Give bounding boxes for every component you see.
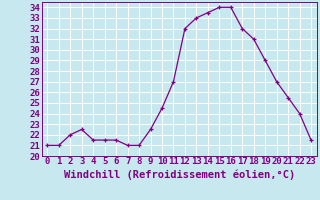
X-axis label: Windchill (Refroidissement éolien,°C): Windchill (Refroidissement éolien,°C) bbox=[64, 169, 295, 180]
